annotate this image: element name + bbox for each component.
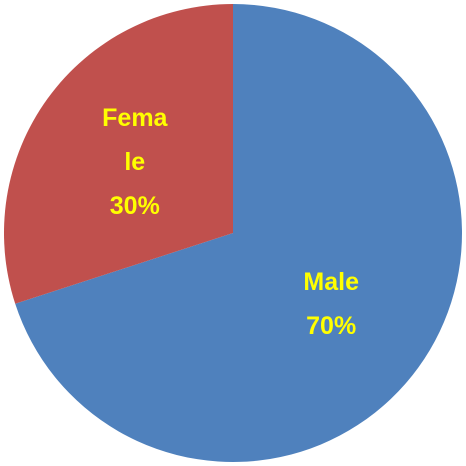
slice-label: Male 70%	[298, 260, 365, 348]
category-label: Female	[102, 103, 168, 176]
value-label: 30%	[109, 191, 160, 220]
pie-slice	[3, 4, 233, 304]
value-label: 70%	[306, 312, 357, 341]
pie-slice	[15, 4, 463, 462]
category-label: Male	[303, 268, 359, 297]
slice-label: Female 30%	[101, 96, 168, 228]
